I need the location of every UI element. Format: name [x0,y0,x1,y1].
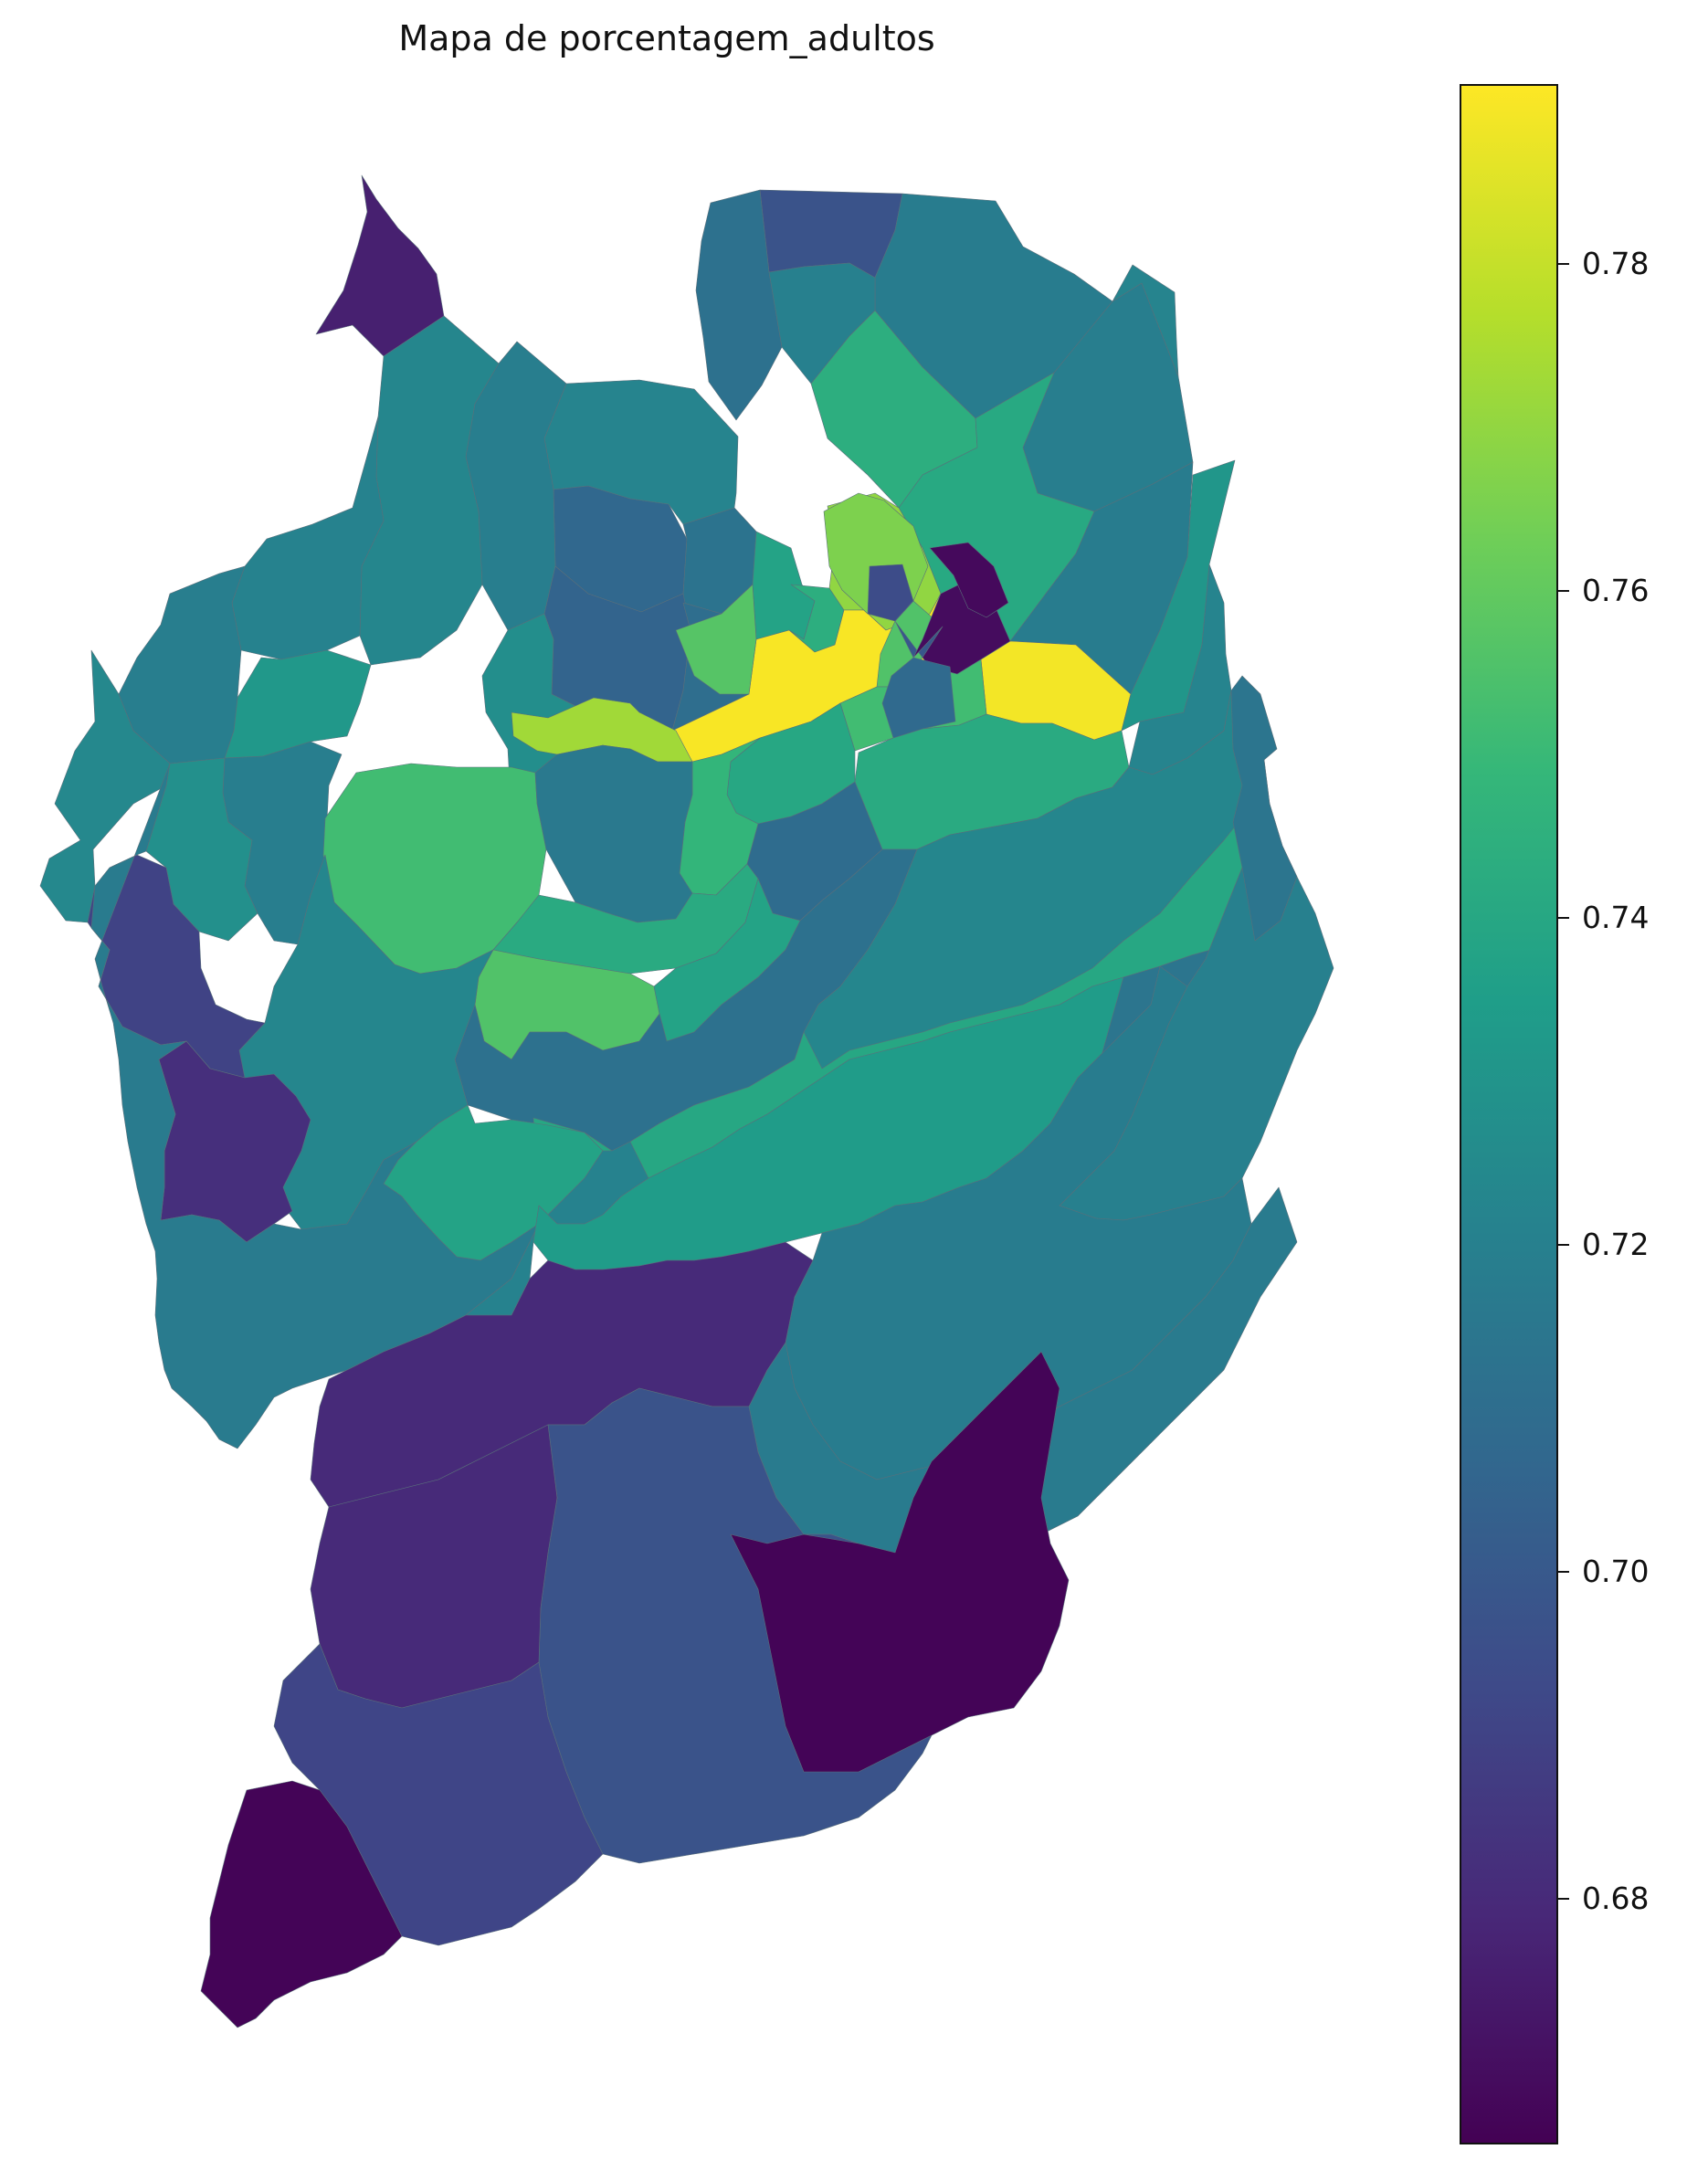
colorbar-tick [1558,1571,1569,1574]
region-r03 [695,189,783,421]
colorbar-tick [1558,590,1569,593]
colorbar [1460,84,1558,2144]
region-r44 [867,564,914,622]
colorbar-tick-label: 0.72 [1582,1227,1650,1263]
region-r17 [224,649,372,759]
colorbar-tick-label: 0.76 [1582,573,1650,609]
region-r68 [730,1351,1070,1773]
colorbar-tick-label: 0.68 [1582,1881,1650,1917]
region-r07 [1112,264,1179,377]
region-r45 [881,657,956,739]
region-r46 [534,744,693,923]
region-r43 [929,542,1009,618]
colorbar-tick-label: 0.74 [1582,900,1650,936]
region-r18 [118,565,246,764]
page-title: Mapa de porcentagem_adultos [398,18,935,58]
region-r70 [200,1780,403,2028]
colorbar-tick [1558,262,1569,265]
colorbar-tick [1558,1244,1569,1247]
choropleth-map [39,174,1334,2028]
colorbar-tick [1558,1898,1569,1901]
colorbar-tick [1558,917,1569,920]
colorbar-tick-label: 0.78 [1582,245,1650,281]
region-r25 [752,531,816,640]
region-r57 [90,763,540,1449]
colorbar-tick-label: 0.70 [1582,1554,1650,1590]
region-r21 [145,757,258,942]
region-r40 [675,584,757,695]
